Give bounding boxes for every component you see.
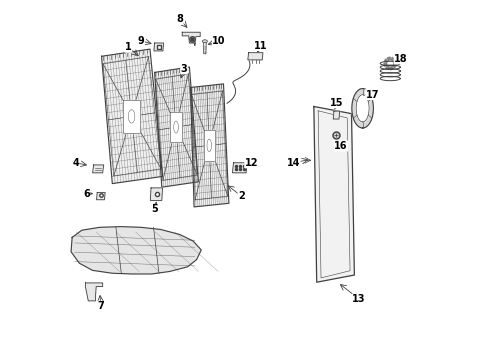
Text: 7: 7 xyxy=(98,301,104,311)
Text: 5: 5 xyxy=(151,204,158,215)
Text: 12: 12 xyxy=(245,158,258,168)
Polygon shape xyxy=(393,64,396,68)
Polygon shape xyxy=(204,130,215,161)
Polygon shape xyxy=(352,89,373,128)
Text: 15: 15 xyxy=(330,98,343,108)
Polygon shape xyxy=(154,43,164,51)
Polygon shape xyxy=(384,59,388,62)
Text: 6: 6 xyxy=(83,189,90,199)
Polygon shape xyxy=(155,67,198,187)
Polygon shape xyxy=(182,32,200,45)
Polygon shape xyxy=(203,41,206,54)
Polygon shape xyxy=(387,57,390,60)
Polygon shape xyxy=(391,57,395,61)
Polygon shape xyxy=(71,226,201,274)
Text: 16: 16 xyxy=(334,141,348,151)
Polygon shape xyxy=(356,95,369,122)
Polygon shape xyxy=(333,111,340,119)
Text: 11: 11 xyxy=(254,41,268,50)
Polygon shape xyxy=(191,84,229,207)
Text: 8: 8 xyxy=(176,14,183,24)
Polygon shape xyxy=(123,100,140,133)
Polygon shape xyxy=(150,188,163,201)
Polygon shape xyxy=(101,49,163,184)
Polygon shape xyxy=(384,63,387,67)
Polygon shape xyxy=(170,112,182,142)
Text: 2: 2 xyxy=(238,191,245,201)
Ellipse shape xyxy=(202,40,207,42)
Polygon shape xyxy=(232,163,247,173)
Polygon shape xyxy=(93,165,104,173)
Text: 18: 18 xyxy=(394,54,408,64)
Polygon shape xyxy=(386,66,389,69)
Polygon shape xyxy=(314,107,354,282)
Polygon shape xyxy=(97,193,105,200)
Text: 10: 10 xyxy=(213,36,226,46)
Text: 3: 3 xyxy=(181,64,187,74)
Polygon shape xyxy=(248,53,263,60)
Text: 14: 14 xyxy=(287,158,300,168)
Text: 9: 9 xyxy=(138,36,145,46)
Polygon shape xyxy=(85,283,102,301)
Polygon shape xyxy=(393,60,397,63)
Text: 13: 13 xyxy=(352,294,366,304)
Polygon shape xyxy=(390,67,393,70)
Text: 4: 4 xyxy=(73,158,79,168)
Text: 17: 17 xyxy=(366,90,379,100)
Text: 1: 1 xyxy=(125,42,132,52)
